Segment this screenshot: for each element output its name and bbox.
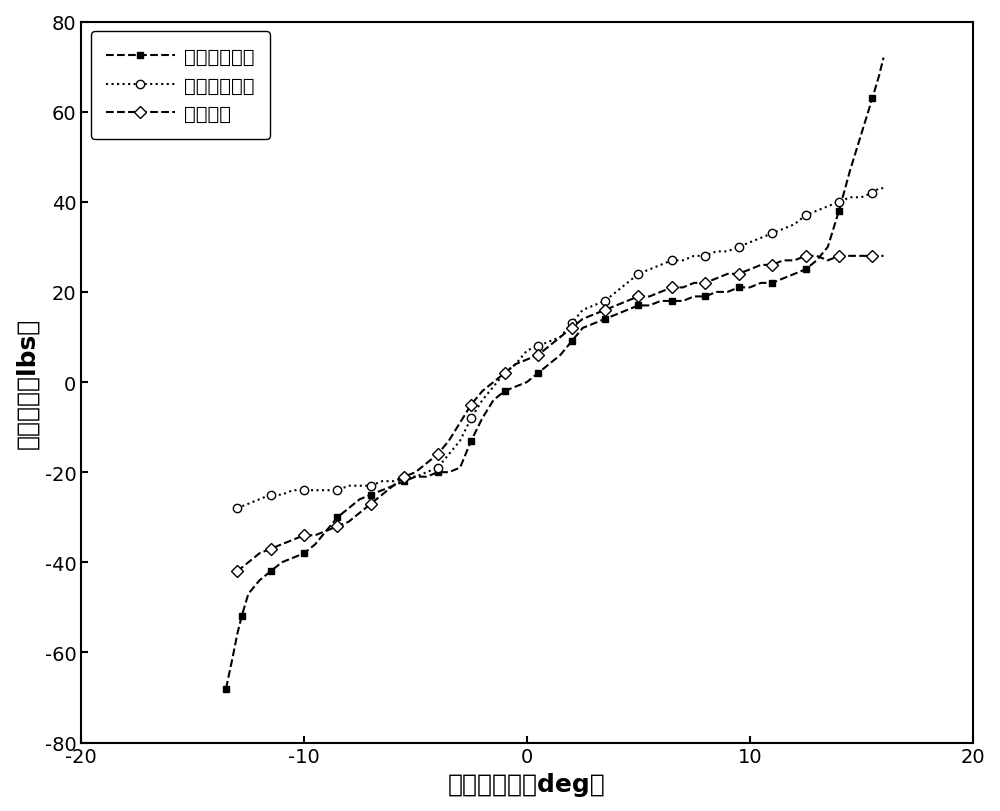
推杆数据拟合	[454, 436, 466, 446]
推杆数据拟合	[421, 468, 433, 478]
推杆数据拟合	[398, 472, 410, 482]
原始数据	[298, 530, 310, 540]
拉杆数据拟合	[677, 297, 689, 307]
原始数据	[800, 251, 812, 261]
Line: 原始数据: 原始数据	[233, 252, 888, 576]
原始数据	[566, 324, 578, 333]
推杆数据拟合	[878, 184, 890, 194]
原始数据	[878, 251, 890, 261]
原始数据	[398, 472, 410, 482]
Y-axis label: 驾驶杆力（lbs）: 驾驶杆力（lbs）	[15, 317, 39, 448]
推杆数据拟合	[443, 450, 455, 460]
X-axis label: 驾驶杆位置（deg）: 驾驶杆位置（deg）	[448, 772, 606, 796]
拉杆数据拟合	[543, 360, 555, 370]
拉杆数据拟合	[873, 71, 885, 81]
原始数据	[253, 549, 265, 559]
推杆数据拟合	[644, 265, 656, 275]
Legend: 拉杆数据拟合, 推杆数据拟合, 原始数据: 拉杆数据拟合, 推杆数据拟合, 原始数据	[91, 32, 270, 139]
拉杆数据拟合	[387, 481, 399, 491]
拉杆数据拟合	[878, 54, 890, 63]
Line: 拉杆数据拟合: 拉杆数据拟合	[223, 55, 887, 692]
拉杆数据拟合	[220, 684, 232, 693]
拉杆数据拟合	[521, 378, 533, 388]
原始数据	[231, 567, 243, 577]
推杆数据拟合	[343, 481, 355, 491]
拉杆数据拟合	[409, 472, 421, 482]
推杆数据拟合	[231, 504, 243, 513]
原始数据	[331, 521, 343, 531]
Line: 推杆数据拟合: 推杆数据拟合	[233, 185, 888, 513]
推杆数据拟合	[873, 184, 885, 194]
原始数据	[699, 279, 711, 289]
